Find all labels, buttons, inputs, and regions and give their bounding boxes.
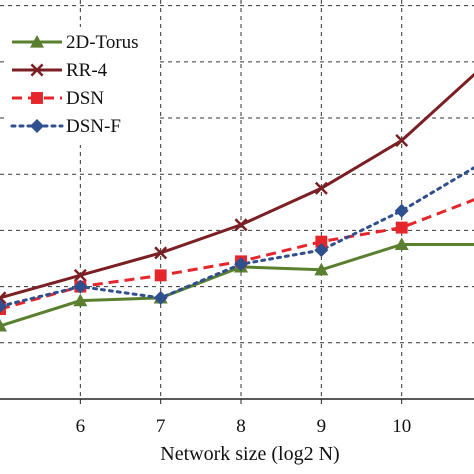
data-point-dsn-f	[394, 203, 409, 218]
x-tick-label: 10	[392, 416, 411, 437]
data-point-2d-torus	[314, 262, 329, 276]
legend-label: RR-4	[66, 60, 108, 81]
data-point-rr-4	[73, 268, 87, 282]
legend-marker	[30, 119, 44, 133]
data-point-dsn-f	[153, 290, 168, 305]
x-tick-label: 6	[76, 416, 86, 437]
series-markers	[0, 134, 409, 332]
legend: 2D-Torus RR-4 DSN DSN-F	[6, 27, 158, 145]
data-point-dsn	[154, 269, 167, 282]
data-point-dsn	[315, 235, 328, 248]
x-axis-ticks: 6 7 8 9 10	[76, 399, 411, 437]
legend-marker	[31, 92, 43, 104]
legend-label: DSN-F	[66, 116, 121, 137]
data-point-dsn	[395, 221, 408, 234]
x-tick-label: 8	[236, 416, 246, 437]
data-point-2d-torus	[0, 318, 7, 332]
data-point-rr-4	[314, 181, 328, 195]
x-axis-label: Network size (log2 N)	[160, 443, 339, 465]
data-point-dsn-f	[314, 243, 329, 258]
grid-lines	[0, 0, 474, 400]
data-point-rr-4	[395, 134, 409, 147]
series-line-dsn-f	[0, 166, 474, 308]
legend-marker	[30, 35, 44, 48]
data-point-rr-4	[0, 291, 7, 305]
legend-label: DSN	[66, 88, 104, 109]
x-tick-label: 9	[317, 416, 327, 437]
x-tick-label: 7	[156, 416, 166, 437]
data-point-rr-4	[154, 246, 168, 260]
data-point-dsn-f	[234, 257, 249, 272]
legend-marker	[30, 63, 44, 77]
data-point-2d-torus	[394, 237, 409, 251]
legend-label: 2D-Torus	[66, 32, 139, 53]
data-point-rr-4	[234, 218, 248, 232]
data-point-2d-torus	[73, 293, 88, 307]
data-point-dsn-f	[0, 299, 7, 314]
data-point-dsn-f	[73, 279, 88, 294]
